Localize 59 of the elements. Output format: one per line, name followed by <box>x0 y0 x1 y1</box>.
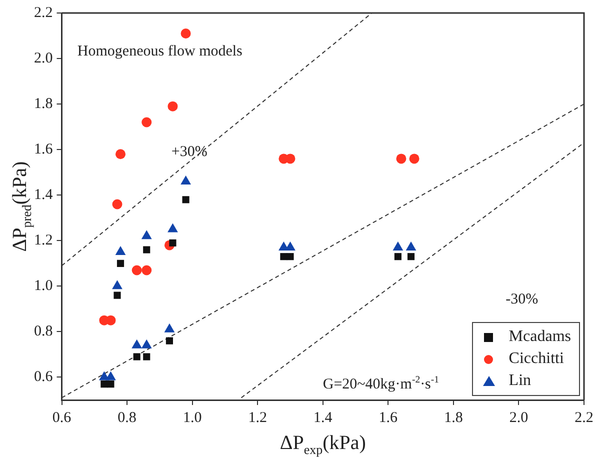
x-tick-label: 0.8 <box>118 410 136 426</box>
y-tick-label: 0.8 <box>34 324 53 340</box>
point <box>286 253 294 260</box>
point <box>169 239 176 246</box>
annotation: -30% <box>506 291 538 308</box>
annotation: Homogeneous flow models <box>77 44 243 60</box>
point <box>132 339 142 348</box>
point <box>132 265 142 276</box>
point <box>115 246 126 256</box>
x-tick-label: 1.4 <box>314 410 333 426</box>
x-tick-label: 0.6 <box>52 410 72 426</box>
y-tick-label: 1.4 <box>34 187 54 204</box>
point <box>180 175 191 184</box>
point <box>406 241 416 250</box>
point <box>168 101 178 112</box>
point <box>107 380 114 388</box>
y-tick-label: 1.6 <box>34 142 54 158</box>
point <box>280 253 288 260</box>
y-axis-title: ΔPpred(kPa) <box>9 161 34 252</box>
point <box>143 246 150 254</box>
point <box>396 154 406 164</box>
y-tick-label: 2.2 <box>34 4 53 21</box>
x-tick-label: 2.2 <box>574 410 594 426</box>
point <box>182 196 190 204</box>
x-tick-label: 1.8 <box>444 410 463 426</box>
point <box>407 253 415 260</box>
point <box>409 154 420 164</box>
legend-label: Lin <box>508 372 532 390</box>
point <box>116 149 126 160</box>
point <box>142 265 152 276</box>
point <box>114 292 121 299</box>
point <box>392 241 404 250</box>
y-tick-label: 1.0 <box>34 278 53 294</box>
point <box>141 230 152 240</box>
point <box>394 253 402 260</box>
point <box>112 199 122 210</box>
point <box>168 223 178 232</box>
legend-label: Mcadams <box>508 328 571 346</box>
x-tick-label: 1.6 <box>378 410 398 426</box>
point <box>141 339 152 348</box>
point <box>164 323 175 332</box>
y-tick-label: 1.2 <box>34 232 53 249</box>
x-tick-label: 1.0 <box>182 410 202 426</box>
point <box>100 380 108 388</box>
x-tick-label: 2.0 <box>509 410 528 426</box>
y-tick-label: 1.8 <box>34 96 53 112</box>
y-tick-label: 2.0 <box>34 50 53 66</box>
point <box>133 353 140 360</box>
annotation: +30% <box>171 144 208 160</box>
x-tick-label: 1.2 <box>248 410 267 426</box>
point <box>166 337 173 344</box>
legend-label: Cicchitti <box>508 350 564 368</box>
point <box>142 117 152 128</box>
point <box>116 260 124 267</box>
point <box>112 280 122 290</box>
point <box>106 371 116 380</box>
y-tick-label: 0.6 <box>34 369 54 386</box>
point <box>180 28 191 38</box>
point <box>143 353 150 360</box>
